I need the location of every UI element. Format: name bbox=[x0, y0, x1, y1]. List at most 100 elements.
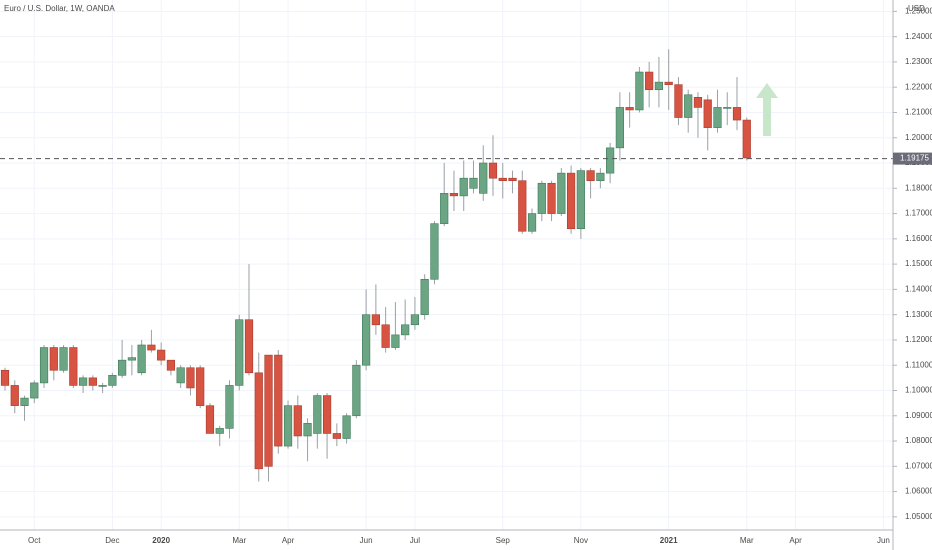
candle-body bbox=[293, 405, 302, 437]
candle-body bbox=[78, 377, 88, 386]
candle-body bbox=[557, 172, 566, 214]
candle-body bbox=[10, 385, 19, 406]
y-tick-label: 1.10000 bbox=[905, 386, 932, 395]
candle-body bbox=[508, 177, 517, 182]
x-tick-label: Mar bbox=[232, 536, 246, 545]
candle-body bbox=[498, 177, 507, 182]
candle-body bbox=[157, 349, 166, 361]
y-tick-label: 1.09000 bbox=[905, 411, 932, 420]
candle-body bbox=[283, 405, 293, 447]
price-label: 1.19175 bbox=[900, 154, 929, 163]
y-tick-label: 1.21000 bbox=[905, 108, 932, 117]
x-tick-label: Mar bbox=[740, 536, 754, 545]
y-tick-label: 1.16000 bbox=[905, 234, 932, 243]
candle-body bbox=[527, 213, 537, 232]
candle-body bbox=[332, 433, 341, 439]
chart-title: Euro / U.S. Dollar, 1W, OANDA bbox=[4, 4, 115, 13]
candle-body bbox=[566, 172, 576, 230]
candle-body bbox=[596, 172, 605, 182]
candle-body bbox=[69, 347, 78, 386]
candle-body bbox=[684, 94, 693, 118]
candle-body bbox=[459, 177, 468, 197]
y-tick-label: 1.12000 bbox=[905, 335, 932, 344]
candle-body bbox=[742, 119, 751, 159]
candle-body bbox=[98, 385, 107, 387]
candle-body bbox=[274, 354, 283, 447]
candle-body bbox=[420, 278, 429, 315]
x-tick-label: Jun bbox=[877, 536, 890, 545]
candle-body bbox=[732, 107, 742, 121]
x-tick-label: Apr bbox=[282, 536, 295, 545]
candle-body bbox=[449, 193, 459, 197]
y-tick-label: 1.07000 bbox=[905, 461, 932, 470]
candle-body bbox=[469, 177, 478, 189]
up-arrow bbox=[756, 83, 778, 136]
y-tick-label: 1.11000 bbox=[905, 360, 932, 369]
candle-body bbox=[586, 170, 595, 182]
candle-body bbox=[615, 107, 624, 149]
candle-body bbox=[401, 324, 410, 336]
candle-body bbox=[205, 405, 215, 434]
axes: 1.05000 1.06000 1.07000 1.08000 1.09000 1.100… bbox=[28, 6, 932, 545]
candle-body bbox=[313, 395, 322, 434]
candle-body bbox=[713, 107, 722, 128]
candle-body bbox=[371, 314, 380, 326]
candle-body bbox=[20, 397, 29, 406]
x-tick-label: 2021 bbox=[660, 536, 678, 545]
candle-body bbox=[196, 367, 205, 406]
y-tick-label: 1.23000 bbox=[905, 57, 932, 66]
y-tick-label: 1.14000 bbox=[905, 284, 932, 293]
y-tick-label: 1.24000 bbox=[905, 32, 932, 41]
candle-body bbox=[127, 357, 136, 361]
candle-body bbox=[362, 314, 371, 366]
price-label-box bbox=[893, 152, 932, 165]
candle-body bbox=[254, 372, 263, 470]
candle-body bbox=[235, 319, 244, 386]
candle-body bbox=[625, 107, 634, 111]
y-tick-label: 1.13000 bbox=[905, 310, 932, 319]
y-tick-label: 1.06000 bbox=[905, 487, 932, 496]
x-tick-label: Apr bbox=[789, 536, 802, 545]
candle-body bbox=[440, 193, 449, 224]
x-tick-label: Jul bbox=[410, 536, 420, 545]
x-tick-label: Jun bbox=[360, 536, 373, 545]
y-tick-label: 1.08000 bbox=[905, 436, 932, 445]
candle-body bbox=[342, 415, 351, 439]
candle-body bbox=[518, 180, 527, 232]
candle-body bbox=[225, 385, 234, 429]
candle-body bbox=[674, 84, 683, 118]
y-tick-label: 1.17000 bbox=[905, 209, 932, 218]
candle-body bbox=[303, 423, 312, 437]
candle-body bbox=[39, 347, 49, 384]
candle-body bbox=[0, 369, 10, 386]
candle-body bbox=[645, 71, 654, 91]
candle-body bbox=[606, 147, 615, 174]
candle-body bbox=[576, 170, 585, 230]
candle-body bbox=[186, 367, 195, 389]
candle-body bbox=[488, 162, 498, 179]
y-tick-label: 1.18000 bbox=[905, 183, 932, 192]
candle-body bbox=[703, 99, 712, 128]
candle-body bbox=[664, 81, 673, 85]
x-tick-label: Oct bbox=[28, 536, 41, 545]
candle-body bbox=[147, 344, 156, 351]
candle-body bbox=[264, 354, 273, 467]
candle-body bbox=[693, 97, 703, 108]
y-tick-label: 1.22000 bbox=[905, 82, 932, 91]
candle-body bbox=[166, 359, 176, 371]
candle-body bbox=[430, 223, 439, 280]
candle-body bbox=[322, 395, 332, 434]
candle-body bbox=[547, 182, 556, 214]
x-tick-label: Sep bbox=[496, 536, 511, 545]
candle-body bbox=[391, 334, 400, 348]
candle-body bbox=[381, 324, 390, 348]
candle-body bbox=[118, 359, 127, 376]
candle-body bbox=[59, 347, 68, 371]
candle-body bbox=[108, 375, 117, 386]
candle-body bbox=[654, 81, 664, 91]
y-tick-label: 1.05000 bbox=[905, 512, 932, 521]
candle-body bbox=[537, 182, 546, 214]
